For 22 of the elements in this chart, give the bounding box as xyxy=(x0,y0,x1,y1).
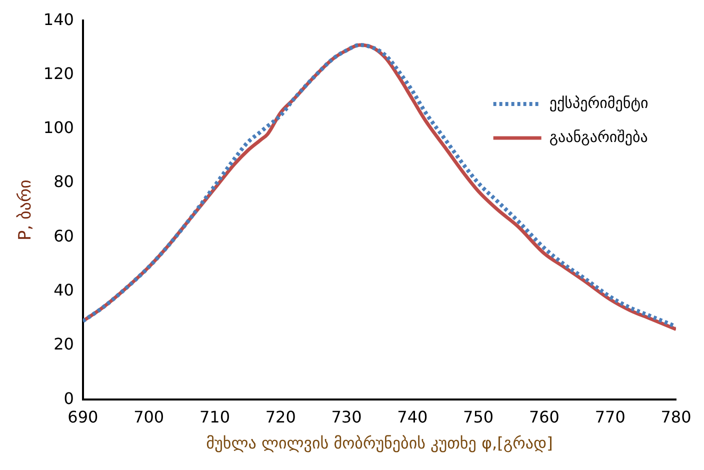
y-tick-label: 20 xyxy=(54,334,74,354)
y-tick-label: 0 xyxy=(64,388,74,408)
y-tick-label: 140 xyxy=(43,10,74,29)
y-tick-label: 80 xyxy=(54,172,74,192)
x-tick-label: 760 xyxy=(528,407,560,426)
x-tick-label: 770 xyxy=(594,407,626,426)
y-axis-title: P, ბარი xyxy=(16,180,36,241)
y-tick-label: 100 xyxy=(43,118,74,138)
y-tick-label: 40 xyxy=(54,280,74,300)
x-tick-label: 690 xyxy=(68,407,98,426)
x-axis-title: მუხლა ლილვის მობრუნების კუთხე φ,[გრად] xyxy=(206,434,553,453)
legend-label: ექსპერიმენტი xyxy=(549,94,649,112)
x-tick-label: 700 xyxy=(134,407,164,426)
x-tick-label: 720 xyxy=(265,407,296,426)
x-tick-label: 780 xyxy=(660,407,692,426)
x-tick-label: 740 xyxy=(397,407,428,426)
legend-label: გაანგარიშება xyxy=(549,128,648,146)
x-tick-label: 730 xyxy=(331,407,362,426)
x-tick-label: 750 xyxy=(463,407,494,426)
y-tick-label: 60 xyxy=(54,226,74,246)
x-tick-label: 710 xyxy=(199,407,230,426)
y-tick-label: 120 xyxy=(43,64,74,83)
